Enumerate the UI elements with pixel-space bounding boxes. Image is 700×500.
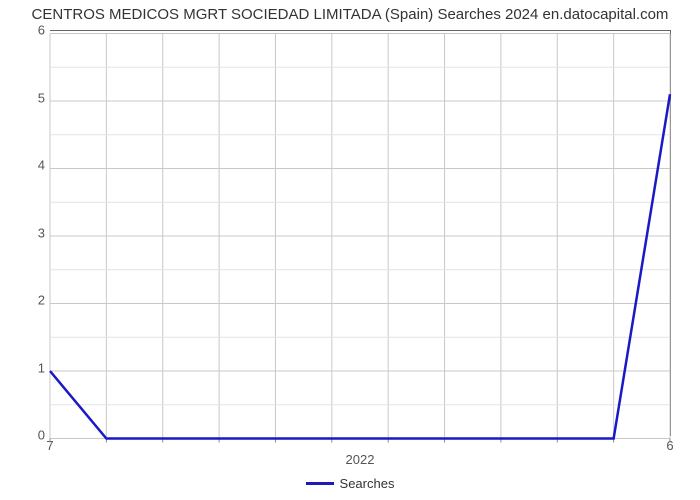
chart-title: CENTROS MEDICOS MGRT SOCIEDAD LIMITADA (… — [0, 6, 700, 23]
plot-svg — [50, 31, 670, 441]
y-tick-label: 3 — [5, 225, 45, 240]
chart-container: CENTROS MEDICOS MGRT SOCIEDAD LIMITADA (… — [0, 0, 700, 500]
y-tick-label: 6 — [5, 23, 45, 38]
x-center-label: 2022 — [50, 452, 670, 467]
y-tick-label: 5 — [5, 90, 45, 105]
y-tick-label: 2 — [5, 293, 45, 308]
legend-swatch — [306, 482, 334, 485]
y-tick-label: 1 — [5, 360, 45, 375]
legend-label: Searches — [340, 476, 395, 491]
plot-area — [50, 30, 671, 436]
y-tick-label: 4 — [5, 158, 45, 173]
legend: Searches — [0, 475, 700, 491]
y-tick-label: 0 — [5, 428, 45, 443]
